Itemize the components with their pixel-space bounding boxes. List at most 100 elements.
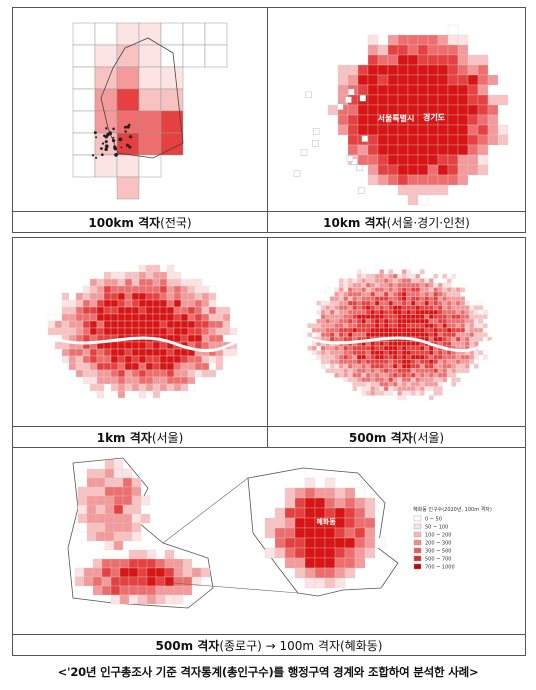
grid-cell: [89, 355, 98, 364]
grid-cell: [356, 282, 362, 288]
grid-cell: [419, 368, 425, 374]
grid-cell: [367, 154, 379, 166]
grid-cell: [166, 271, 175, 280]
grid-cell: [54, 327, 63, 336]
grid-cell: [397, 381, 403, 387]
grid-cell: [138, 110, 162, 134]
grid-cell: [159, 369, 168, 378]
grid-cell: [320, 345, 326, 351]
grid-cell: [152, 327, 161, 336]
grid-cell: [401, 278, 407, 284]
grid-cell: [325, 305, 331, 311]
grid-cell: [457, 144, 469, 156]
island-dot: [128, 135, 133, 139]
grid-cell: [329, 300, 335, 306]
grid-cell: [469, 309, 475, 315]
grid-cell: [352, 345, 358, 351]
grid-cell: [47, 320, 56, 329]
grid-cell: [397, 372, 403, 378]
grid-cell: [96, 278, 105, 287]
grid-cell: [159, 327, 168, 336]
grid-cell: [338, 309, 344, 315]
grid-cell: [354, 517, 366, 529]
grid-cell: [392, 386, 398, 392]
grid-cell: [447, 44, 459, 56]
grid-cell: [324, 577, 336, 589]
grid-cell: [103, 369, 112, 378]
grid-cell: [379, 300, 385, 306]
figure-footnote: <'20년 인구총조사 기준 격자통계(총인구수)를 행정구역 경계와 조합하여…: [57, 665, 479, 679]
grid-cell: [442, 287, 448, 293]
grid-cell: [159, 292, 168, 301]
grid-cell: [397, 54, 409, 66]
grid-cell: [159, 341, 168, 350]
grid-cell: [415, 354, 421, 360]
grid-cell: [446, 291, 452, 297]
grid-cell: [347, 309, 353, 315]
grid-cell: [442, 359, 448, 365]
grid-cell: [437, 174, 449, 186]
grid-cell: [388, 390, 394, 396]
grid-cell: [437, 327, 443, 333]
grid-cell: [82, 362, 91, 371]
grid-cell: [447, 64, 459, 76]
grid-cell: [54, 320, 63, 329]
grid-cell: [451, 381, 457, 387]
grid-cell: [116, 176, 140, 200]
grid-cell: [356, 363, 362, 369]
grid-cell: [164, 576, 175, 587]
grid-cell: [460, 323, 466, 329]
grid-cell: [92, 576, 103, 587]
grid-cell: [152, 271, 161, 280]
grid-cell: [419, 318, 425, 324]
grid-cell: [347, 278, 353, 284]
grid-cell: [447, 74, 459, 86]
grid-cell: [208, 334, 217, 343]
grid-cell: [361, 332, 367, 338]
grid-cell: [446, 332, 452, 338]
grid-cell: [113, 486, 124, 497]
island-dot: [112, 136, 115, 139]
grid-10km: [327, 24, 509, 206]
grid-cell: [415, 291, 421, 297]
grid-cell: [215, 355, 224, 364]
grid-cell: [478, 332, 484, 338]
grid-cell: [446, 341, 452, 347]
grid-cell: [145, 306, 154, 315]
grid-cell: [194, 320, 203, 329]
grid-cell: [401, 291, 407, 297]
grid-cell: [110, 348, 119, 357]
grid-cell: [433, 359, 439, 365]
grid-cell: [77, 486, 88, 497]
grid-cell: [437, 54, 449, 66]
grid-cell: [72, 132, 96, 156]
grid-cell: [482, 323, 488, 329]
grid-cell: [334, 497, 346, 509]
grid-cell: [433, 296, 439, 302]
grid-cell: [324, 507, 336, 519]
grid-cell: [294, 567, 306, 579]
grid-cell: [131, 486, 142, 497]
grid-cell: [329, 318, 335, 324]
grid-cell: [478, 359, 484, 365]
grid-cell: [464, 359, 470, 365]
grid-cell: [387, 124, 399, 136]
grid-cell: [437, 363, 443, 369]
grid-cell: [152, 320, 161, 329]
grid-cell: [94, 22, 118, 46]
grid-cell: [173, 313, 182, 322]
grid-cell: [367, 84, 379, 96]
grid-cell: [334, 327, 340, 333]
grid-cell: [437, 386, 443, 392]
grid-cell: [407, 134, 419, 146]
grid-cell: [75, 306, 84, 315]
island-dot: [123, 125, 127, 129]
caption-500m: 500m 격자 (서울): [267, 426, 526, 448]
grid-cell: [392, 381, 398, 387]
grid-cell: [417, 174, 429, 186]
grid-cell: [361, 390, 367, 396]
grid-cell: [419, 269, 425, 275]
grid-cell: [103, 376, 112, 385]
grid-cell: [357, 64, 369, 76]
grid-cell: [387, 154, 399, 166]
